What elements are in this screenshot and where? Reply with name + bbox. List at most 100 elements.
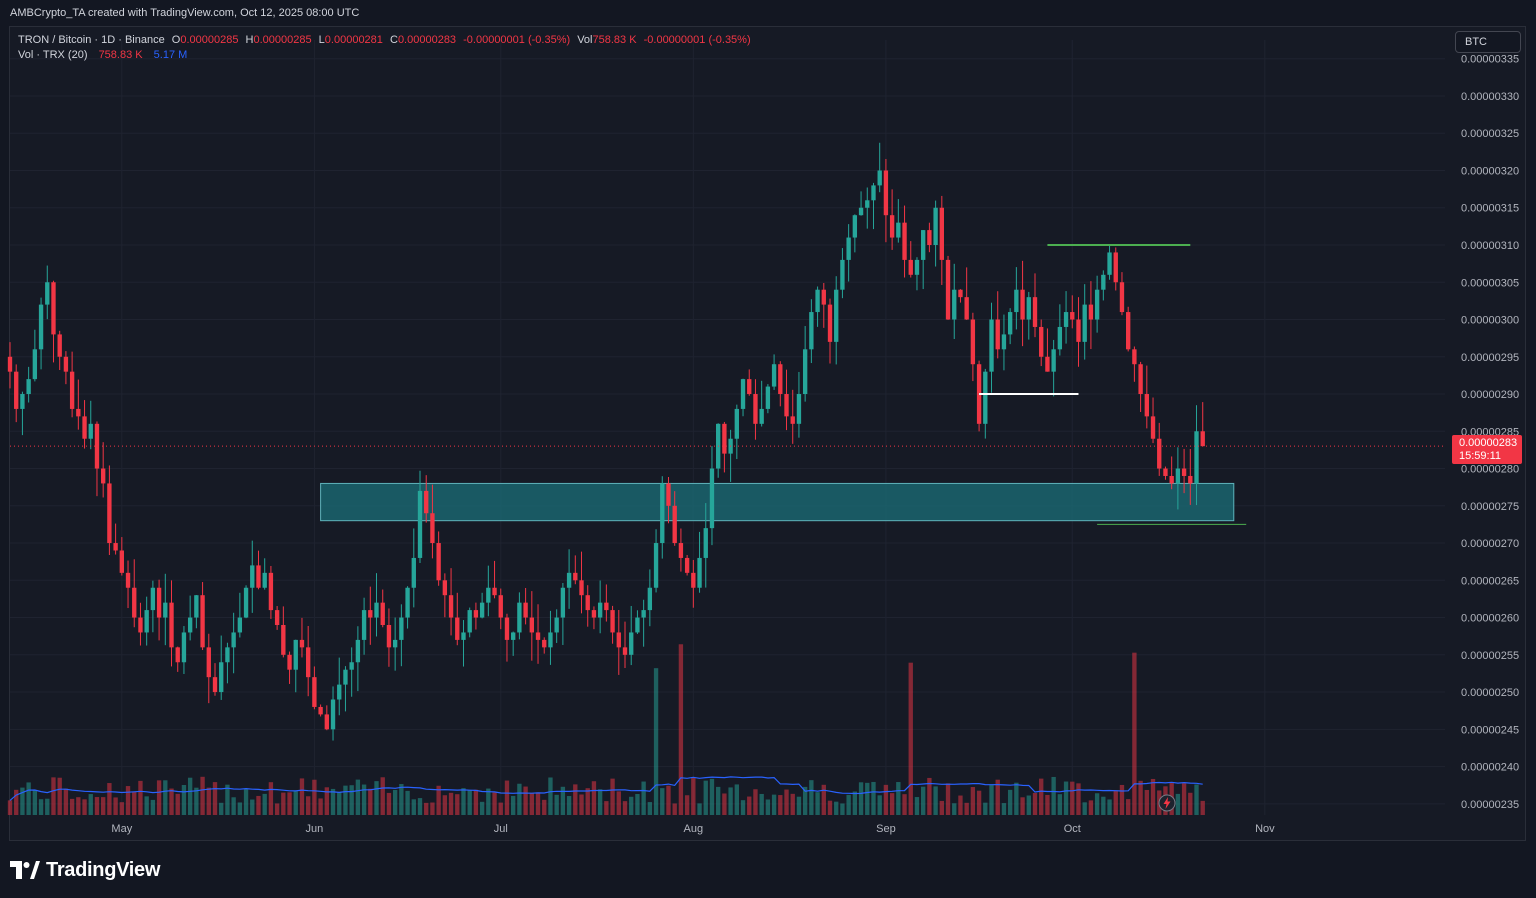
volume-bar (591, 781, 597, 815)
volume-bar (1045, 794, 1050, 815)
volume-bar (771, 794, 777, 815)
volume-bar (169, 788, 174, 815)
volume-bar (20, 787, 25, 815)
legend-close-value: 0.00000283 (397, 34, 457, 46)
x-tick-label: Jun (306, 823, 324, 835)
candle-body (51, 282, 56, 335)
candle-body (877, 170, 882, 186)
volume-bar (138, 780, 143, 815)
volume-bar (1076, 783, 1081, 815)
volume-bar (523, 786, 528, 815)
volume-bar (1175, 793, 1181, 815)
y-tick-label: 0.00000320 (1461, 165, 1519, 177)
candle-body (734, 408, 739, 439)
y-tick-label: 0.00000305 (1461, 277, 1519, 289)
candle-body (293, 639, 298, 670)
volume-bar (187, 777, 193, 815)
volume-bar (883, 784, 889, 815)
legend-volume-indicator[interactable]: Vol · TRX (20) (18, 49, 88, 61)
candle-body (722, 423, 727, 454)
candle-body (989, 319, 994, 372)
candle-body (1001, 334, 1007, 350)
volume-bar (355, 779, 361, 815)
candle-body (1181, 468, 1187, 476)
volume-bar (709, 778, 715, 815)
candle-body (461, 632, 466, 640)
candle-body (1026, 297, 1031, 320)
chart-frame[interactable] (9, 26, 1526, 841)
support-zone (320, 482, 1235, 522)
candle-body (566, 572, 572, 588)
candle-body (194, 595, 199, 618)
volume-bar (647, 802, 653, 815)
volume-bar (1150, 778, 1156, 815)
candle-body (1045, 356, 1050, 372)
candle-body (206, 647, 211, 678)
volume-bar (1057, 794, 1063, 815)
candle-body (156, 587, 162, 618)
candle-body (287, 654, 292, 670)
y-tick-label: 0.00000310 (1461, 240, 1519, 252)
candle-body (660, 483, 665, 544)
candle-body (1175, 468, 1181, 484)
candle-body (306, 647, 311, 678)
candle-body (268, 572, 274, 611)
candle-body (138, 617, 143, 633)
candle-body (653, 543, 659, 588)
candle-body (125, 572, 131, 588)
candle-body (337, 684, 342, 700)
volume-bar (14, 789, 19, 815)
volume-bar (243, 789, 249, 815)
volume-bar (324, 787, 329, 815)
volume-bar (641, 781, 646, 815)
candle-body (163, 602, 168, 618)
last-price-value: 0.00000283 (1459, 437, 1518, 449)
volume-bar (467, 790, 472, 815)
volume-bar (765, 799, 771, 815)
y-tick-label: 0.00000280 (1461, 464, 1519, 476)
tradingview-logo[interactable]: TradingView (10, 858, 160, 882)
top-bar: AMBCrypto_TA created with TradingView.co… (0, 0, 1536, 26)
candle-body (883, 170, 889, 216)
candle-body (442, 580, 448, 596)
volume-bar (1200, 800, 1205, 815)
volume-bar (827, 800, 833, 815)
volume-bar (144, 796, 149, 815)
candle-body (212, 677, 218, 693)
candle-body (759, 408, 764, 424)
y-tick-label: 0.00000330 (1461, 91, 1519, 103)
legend-volume-ma-value: 5.17 M (153, 49, 188, 61)
volume-bar (504, 780, 510, 815)
volume-bar (753, 789, 758, 815)
volume-bar (163, 780, 168, 815)
candle-body (119, 550, 124, 573)
volume-bar (281, 792, 286, 815)
volume-bar (958, 795, 963, 815)
volume-bar (349, 785, 354, 815)
candle-body (635, 617, 640, 633)
candle-body (1157, 438, 1162, 469)
x-tick-label: Aug (684, 823, 704, 835)
volume-bar (361, 784, 367, 815)
candle-body (7, 356, 13, 372)
candle-body (45, 282, 50, 305)
volume-bar (88, 794, 93, 815)
candle-body (169, 602, 174, 648)
candle-body (871, 185, 876, 201)
candle-body (1057, 326, 1063, 350)
volume-bar (1126, 799, 1131, 815)
currency-button[interactable]: BTC (1455, 31, 1521, 53)
bolt-icon[interactable] (1158, 794, 1176, 812)
candle-body (622, 647, 628, 655)
candle-body (585, 595, 590, 611)
volume-bar (82, 799, 87, 815)
volume-bar (181, 784, 187, 815)
volume-bar (535, 792, 541, 815)
volume-bar (455, 794, 460, 815)
volume-bar (858, 782, 864, 815)
volume-bar (113, 797, 118, 815)
legend-symbol[interactable]: TRON / Bitcoin · 1D · Binance (18, 34, 165, 46)
volume-bar (1063, 781, 1069, 815)
candle-body (200, 595, 205, 648)
